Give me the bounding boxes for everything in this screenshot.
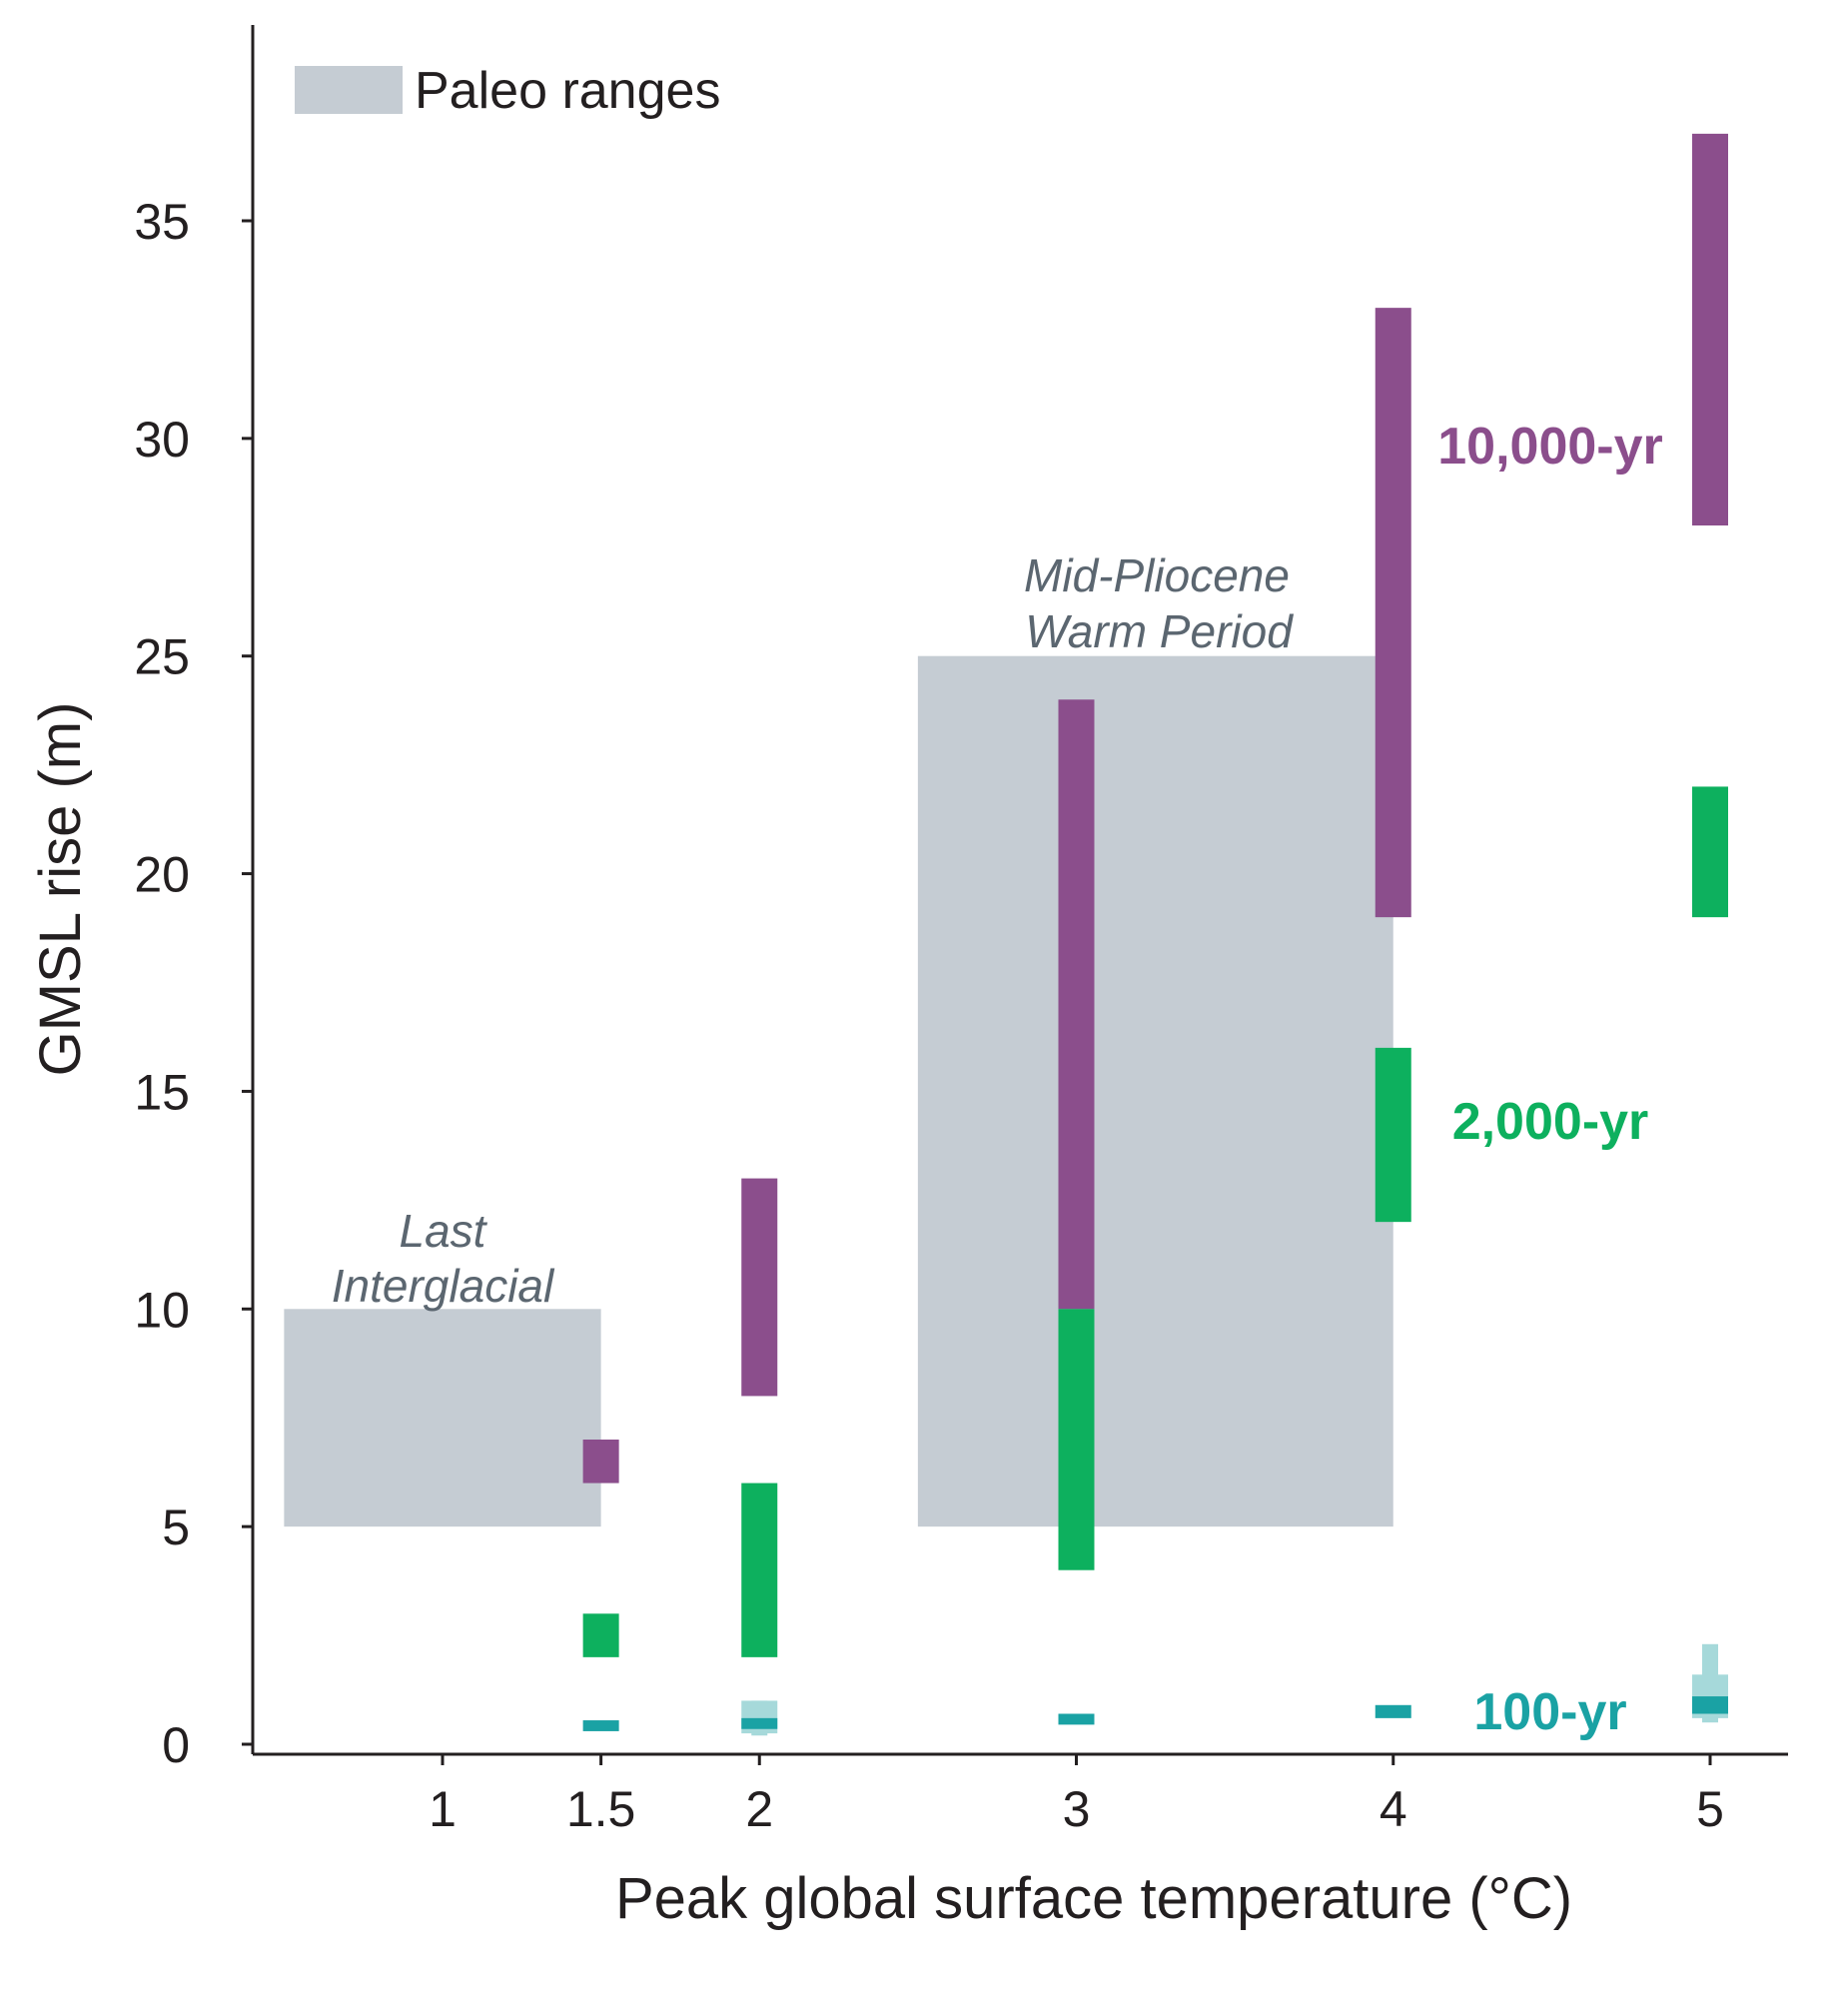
bar-series-2-x-1_5	[582, 1720, 619, 1731]
paleo-ranges-layer	[284, 655, 1393, 1527]
y-axis-title: GMSL rise (m)	[28, 702, 93, 1077]
bar-series-2-x-4	[1375, 1704, 1411, 1718]
bar-series-1-x-4	[1375, 1047, 1411, 1223]
series-label-2000-yr: 2,000-yr	[1452, 1093, 1649, 1151]
legend-label: Paleo ranges	[415, 62, 720, 120]
labels-layer: Paleo ranges Last Interglacial Mid-Plioc…	[28, 62, 1663, 1931]
paleo-range-box-0	[284, 1309, 601, 1527]
bar-series-0-x-5	[1692, 133, 1728, 525]
bar-series-1-x-3	[1058, 1309, 1095, 1570]
x-tick-label-4: 4	[1380, 1781, 1407, 1837]
ticks-layer: 0 5 10 15 20 25 30 35 1 1.5 2 3 4 5	[134, 194, 1724, 1837]
bar-series-1-x-2	[741, 1483, 778, 1657]
y-tick-label-4: 20	[134, 847, 190, 903]
series-label-100-yr: 100-yr	[1473, 1683, 1626, 1741]
x-tick-label-1: 1.5	[566, 1781, 636, 1837]
bar-series-2-x-2	[741, 1717, 778, 1729]
y-tick-label-3: 15	[134, 1064, 190, 1120]
y-tick-label-0: 0	[162, 1717, 190, 1773]
series-label-10000-yr: 10,000-yr	[1437, 418, 1663, 476]
x-axis-title: Peak global surface temperature (°C)	[615, 1866, 1572, 1931]
bar-series-0-x-1_5	[582, 1440, 619, 1484]
y-tick-label-7: 35	[134, 194, 190, 250]
x-tick-label-3: 3	[1063, 1781, 1091, 1837]
paleo-label-last-interglacial-line2: Interglacial	[332, 1260, 555, 1312]
paleo-range-box-1	[917, 655, 1393, 1527]
x-tick-label-5: 5	[1696, 1781, 1724, 1837]
y-tick-label-5: 25	[134, 629, 190, 685]
paleo-label-last-interglacial-line1: Last	[400, 1205, 488, 1257]
bar-series-2-x-3	[1058, 1713, 1095, 1725]
paleo-label-mid-pliocene-line1: Mid-Pliocene	[1024, 549, 1290, 601]
bar-series-1-x-1_5	[582, 1613, 619, 1657]
paleo-label-mid-pliocene-line2: Warm Period	[1025, 605, 1294, 657]
bar-series-0-x-3	[1058, 699, 1095, 1310]
legend-swatch	[295, 66, 403, 114]
bar-series-0-x-4	[1375, 308, 1411, 918]
x-tick-label-2: 2	[745, 1781, 773, 1837]
x-tick-label-0: 1	[429, 1781, 457, 1837]
y-tick-label-1: 5	[162, 1500, 190, 1555]
bar-series-1-x-5	[1692, 786, 1728, 918]
y-tick-label-6: 30	[134, 412, 190, 468]
bar-series-0-x-2	[741, 1178, 778, 1397]
y-tick-label-2: 10	[134, 1282, 190, 1338]
bars-layer	[582, 133, 1728, 1736]
axes-layer	[251, 25, 1788, 1756]
bar-series-2-x-5	[1692, 1696, 1728, 1714]
